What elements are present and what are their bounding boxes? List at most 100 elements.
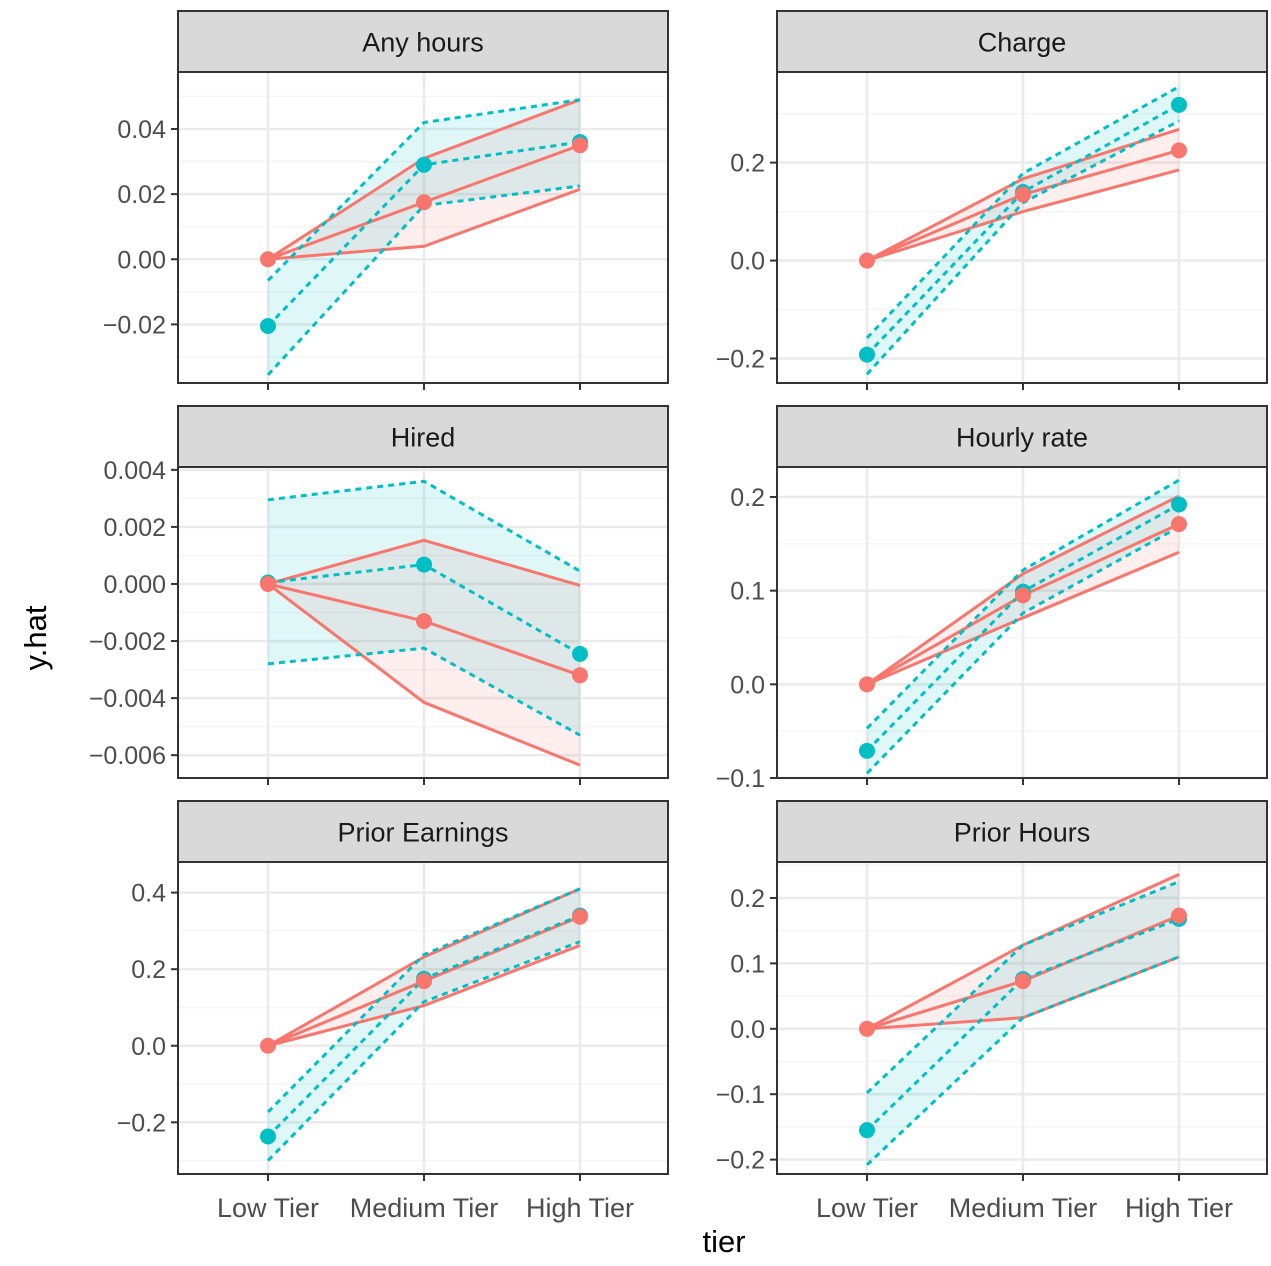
ci-ribbon-teal: [268, 481, 580, 736]
ci-bound-lower-teal: [267, 646, 581, 737]
y-tick-label: −0.006: [89, 742, 166, 770]
ci-bound-upper-teal: [865, 880, 1180, 1094]
y-tick-label: 0.2: [730, 484, 765, 512]
ci-bound-upper-red: [267, 538, 581, 587]
y-tick-label: −0.2: [716, 346, 765, 374]
x-tick-label: High Tier: [526, 1193, 634, 1223]
ci-bound-lower-teal: [865, 119, 1180, 376]
data-point-teal: [260, 318, 276, 335]
y-tick-label: 0.0: [131, 1033, 166, 1061]
y-tick-label: −0.2: [117, 1109, 166, 1137]
ci-ribbon-teal: [867, 480, 1179, 774]
ci-bound-upper-teal: [267, 479, 581, 573]
data-point-teal: [859, 1122, 875, 1139]
data-point-red: [859, 1020, 875, 1037]
y-tick-label: −0.2: [716, 1147, 765, 1175]
data-point-teal: [572, 645, 588, 662]
facet-strip: [776, 800, 1268, 863]
y-tick-label: 0.2: [730, 150, 765, 178]
ci-bound-lower-red: [267, 944, 581, 1048]
data-point-red: [416, 194, 432, 211]
facet-strip: [776, 10, 1268, 73]
data-point-red: [572, 137, 588, 154]
facet-strip: [177, 800, 669, 863]
data-point-red: [260, 1037, 276, 1054]
data-point-red: [1015, 587, 1031, 604]
y-tick-label: 0.004: [103, 457, 166, 485]
x-tick-label: Low Tier: [217, 1193, 319, 1223]
ci-bound-lower-teal: [266, 184, 581, 376]
ci-bound-upper-teal: [266, 98, 581, 282]
facet-strip: [177, 10, 669, 73]
x-axis-title: tier: [702, 1224, 745, 1259]
x-tick-label: Medium Tier: [350, 1193, 499, 1223]
y-tick-label: −0.004: [89, 685, 166, 713]
data-point-red: [260, 251, 276, 268]
x-tick-label: Medium Tier: [949, 1193, 1098, 1223]
y-tick-label: 0.2: [131, 956, 166, 984]
y-tick-label: 0.0: [730, 248, 765, 276]
data-point-red: [1171, 142, 1187, 159]
x-tick-label: High Tier: [1125, 1193, 1233, 1223]
ci-bound-lower-teal: [865, 955, 1180, 1166]
y-tick-label: 0.2: [730, 885, 765, 913]
ci-ribbon-teal: [867, 881, 1179, 1165]
panels-layer: Any hours−0.020.000.020.04Charge−0.20.00…: [89, 10, 1268, 1223]
ci-bound-upper-red: [866, 127, 1180, 262]
ci-bound-lower-red: [866, 168, 1180, 262]
data-point-red: [859, 252, 875, 269]
y-tick-label: −0.1: [716, 1081, 765, 1109]
ci-bound-lower-teal: [266, 940, 581, 1162]
y-axis-title: y.hat: [18, 605, 53, 670]
y-tick-label: 0.00: [117, 246, 166, 274]
ci-ribbon-teal: [268, 99, 580, 375]
facet-title: Hired: [391, 423, 456, 453]
ci-bound-lower-red: [267, 582, 581, 767]
panel-hired: Hired −0.006 −0.004 −0.002 0.000 0.002 0.004: [89, 405, 669, 785]
y-tick-label: −0.1: [716, 765, 765, 793]
data-point-red: [572, 667, 588, 684]
data-point-red: [1171, 516, 1187, 533]
panel-hourly-rate: Hourly rate −0.1 0.0 0.1 0.2: [716, 405, 1268, 793]
data-point-teal: [416, 556, 432, 573]
data-point-red: [1015, 973, 1031, 990]
y-tick-label: 0.0: [730, 671, 765, 699]
ci-ribbon-red: [268, 888, 580, 1046]
ci-bound-lower-teal: [865, 525, 1180, 775]
panel-prior-hours: Prior Hours −0.2 −0.1 0.0 0.1 0.2 Low Tier Medi…: [716, 800, 1268, 1223]
data-point-red: [1015, 186, 1031, 203]
facet-title: Prior Earnings: [337, 818, 508, 848]
facet-title: Any hours: [362, 28, 484, 58]
x-tick-label: Low Tier: [816, 1193, 918, 1223]
ci-bound-upper-teal: [266, 887, 581, 1114]
facet-title: Hourly rate: [956, 423, 1088, 453]
data-point-red: [416, 613, 432, 630]
panel-any-hours: Any hours −0.02 0.00 0.02 0.04: [103, 10, 669, 390]
data-point-teal: [416, 156, 432, 173]
facet-title: Charge: [978, 28, 1067, 58]
y-tick-label: 0.0: [730, 1016, 765, 1044]
panel-charge: Charge −0.2 0.0 0.2: [716, 10, 1268, 390]
data-point-teal: [1171, 496, 1187, 513]
data-point-teal: [859, 346, 875, 363]
ci-bound-upper-teal: [865, 478, 1180, 730]
data-point-red: [416, 973, 432, 990]
ci-bound-upper-red: [866, 494, 1180, 686]
facet-title: Prior Hours: [954, 818, 1091, 848]
ci-ribbon-red: [268, 99, 580, 260]
y-tick-label: 0.1: [730, 578, 765, 606]
y-tick-label: 0.1: [730, 950, 765, 978]
ci-bound-lower-red: [267, 187, 581, 261]
ci-bound-lower-red: [866, 550, 1180, 686]
data-point-teal: [859, 742, 875, 759]
data-point-red: [260, 575, 276, 592]
data-point-teal: [1171, 96, 1187, 113]
data-point-red: [1171, 907, 1187, 924]
y-tick-label: 0.4: [131, 880, 166, 908]
ci-ribbon-teal: [268, 888, 580, 1161]
y-tick-label: 0.02: [117, 181, 166, 209]
y-tick-label: 0.04: [117, 116, 166, 144]
ci-ribbon-teal: [867, 86, 1179, 375]
panel-prior-earnings: Prior Earnings −0.2 0.0 0.2 0.4 Low Tier Mediu…: [117, 800, 669, 1223]
